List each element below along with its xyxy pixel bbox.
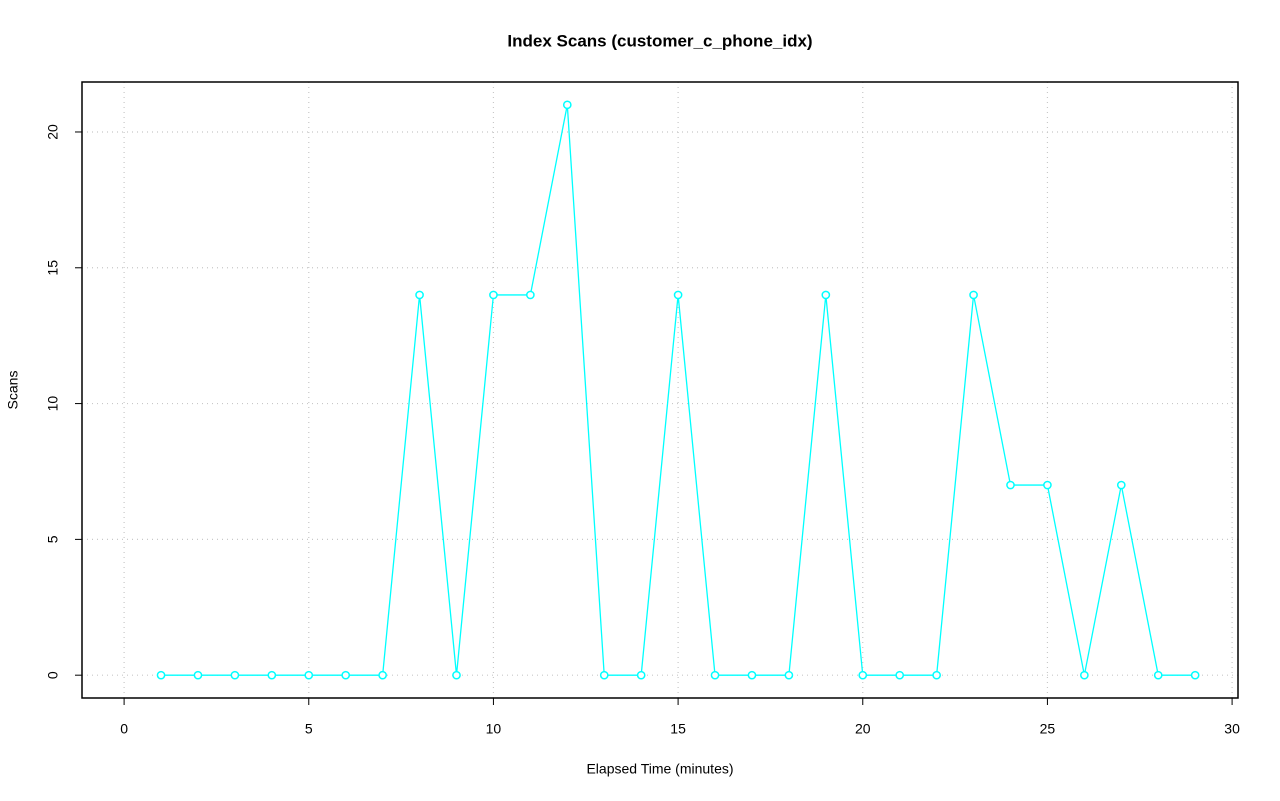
chart-title: Index Scans (customer_c_phone_idx) xyxy=(507,31,812,50)
x-tick-label: 30 xyxy=(1224,721,1240,737)
data-point xyxy=(1080,670,1089,680)
data-point xyxy=(895,670,905,680)
data-point xyxy=(267,670,277,680)
data-point xyxy=(932,670,941,680)
data-point xyxy=(489,290,498,300)
data-point xyxy=(304,670,314,680)
data-point xyxy=(415,290,424,300)
series-line xyxy=(161,104,1196,676)
data-point xyxy=(821,290,831,300)
plot-frame xyxy=(81,81,1239,699)
x-tick-label: 20 xyxy=(855,721,871,737)
x-tick-label: 0 xyxy=(120,721,128,737)
x-axis-label: Elapsed Time (minutes) xyxy=(586,761,733,777)
x-tick-label: 5 xyxy=(305,721,313,737)
data-point xyxy=(673,290,683,300)
data-point xyxy=(969,290,978,300)
data-point xyxy=(452,670,461,680)
y-tick-label: 5 xyxy=(45,535,61,543)
data-point xyxy=(341,670,351,680)
data-point xyxy=(636,670,646,680)
data-point xyxy=(156,670,166,680)
data-point xyxy=(1043,480,1052,490)
data-point xyxy=(1153,670,1163,680)
data-point xyxy=(747,670,757,680)
data-point xyxy=(599,670,609,680)
data-point xyxy=(230,670,240,680)
y-tick-label: 0 xyxy=(45,671,61,679)
data-point xyxy=(1190,670,1200,680)
y-tick-label: 15 xyxy=(45,260,61,276)
data-point xyxy=(1116,480,1126,490)
y-tick-label: 10 xyxy=(45,396,61,412)
data-point xyxy=(526,290,535,300)
x-tick-label: 15 xyxy=(670,721,686,737)
y-tick-label: 20 xyxy=(45,124,61,140)
data-point xyxy=(193,670,203,680)
data-point xyxy=(784,670,794,680)
y-axis-label: Scans xyxy=(5,371,21,410)
data-point xyxy=(1006,480,1015,490)
x-tick-label: 10 xyxy=(486,721,502,737)
data-point xyxy=(858,670,868,680)
data-point xyxy=(378,670,387,680)
x-tick-label: 25 xyxy=(1040,721,1056,737)
data-point xyxy=(710,670,720,680)
data-point xyxy=(562,100,572,110)
